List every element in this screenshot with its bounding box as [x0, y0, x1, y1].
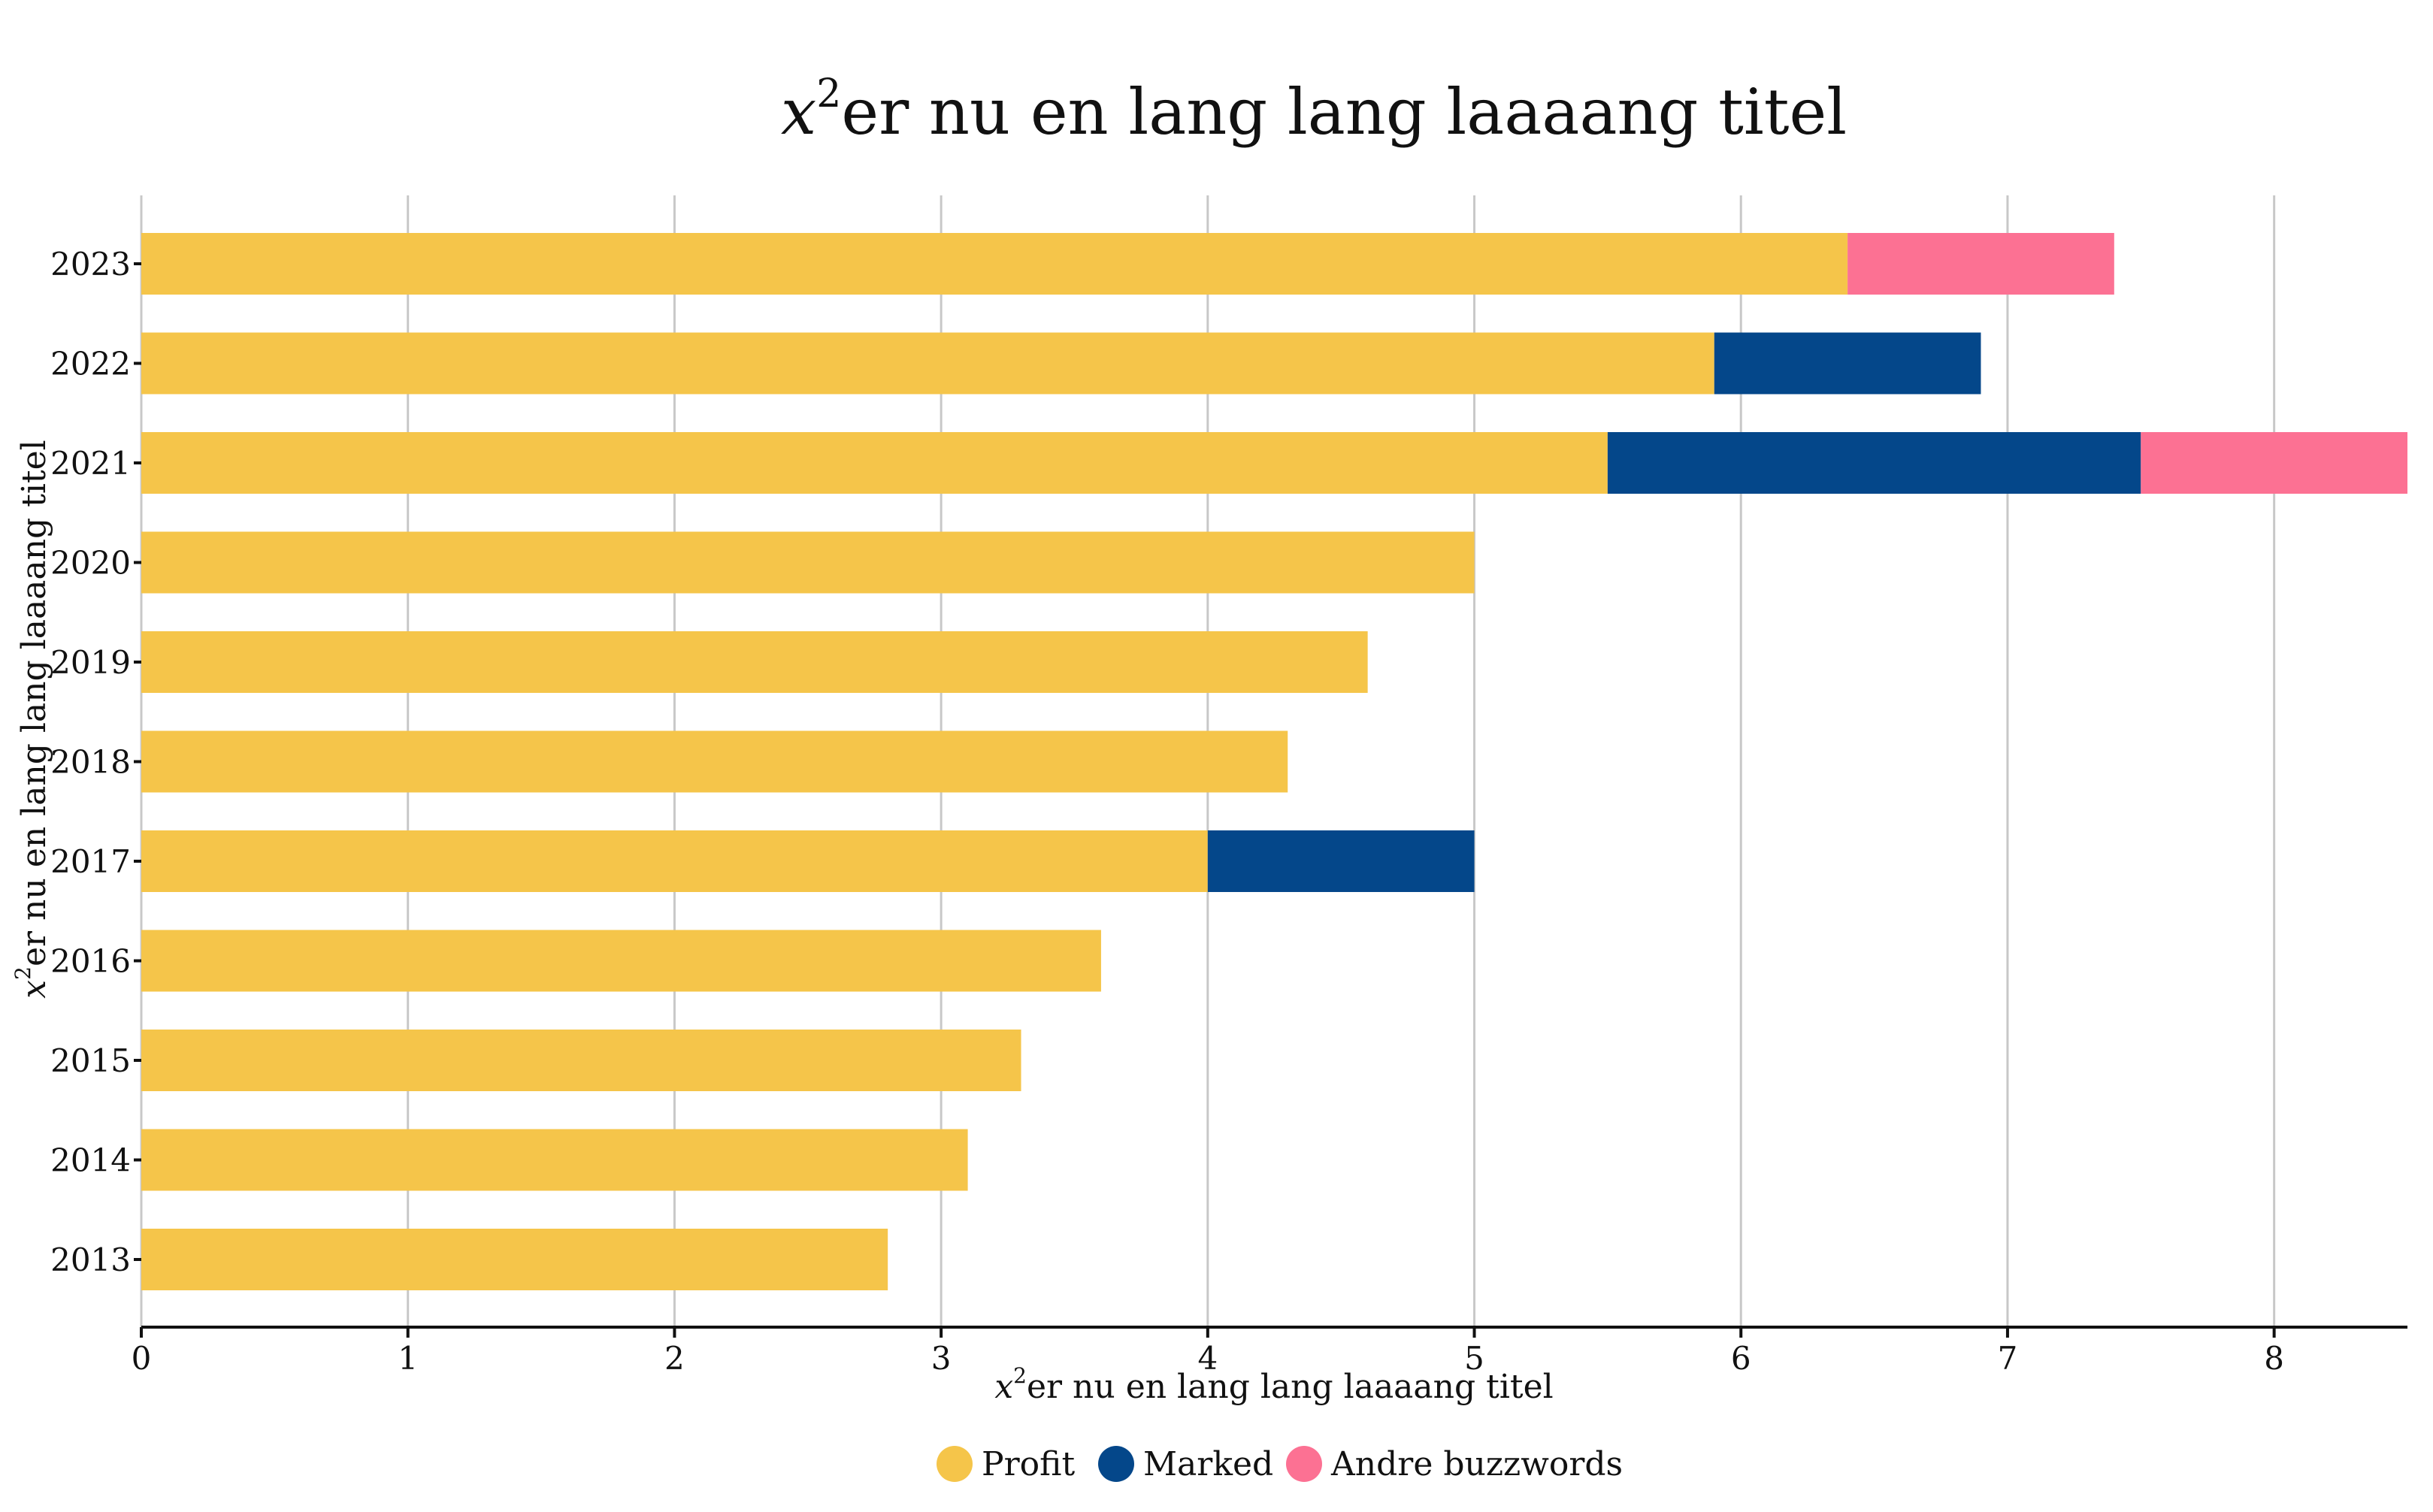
bar-2021-profit: [141, 432, 1608, 494]
y-tick-label-2017: 2017: [50, 843, 131, 880]
bar-2022-profit: [141, 332, 1714, 395]
chart-title-text: er nu en lang lang laaaang titel: [841, 75, 1847, 149]
y-axis-label-superscript: 2: [11, 966, 35, 980]
y-tick-label-2020: 2020: [50, 545, 131, 582]
legend-marker-marked: [1098, 1446, 1134, 1482]
y-tick-label-2019: 2019: [50, 644, 131, 681]
y-tick-label-2022: 2022: [50, 346, 131, 383]
bar-2014-profit: [141, 1129, 968, 1191]
legend-label-profit: Profit: [982, 1445, 1075, 1483]
x-tick-label-0: 0: [132, 1340, 152, 1377]
legend-marker-profit: [937, 1446, 973, 1482]
x-tick-label-8: 8: [2264, 1340, 2284, 1377]
bar-2022-marked: [1714, 332, 1981, 395]
bar-2018-profit: [141, 730, 1288, 793]
chart-title-superscript: 2: [816, 71, 841, 116]
y-axis-label: x2er nu en lang lang laaaang titel: [11, 440, 53, 998]
bar-2016-profit: [141, 930, 1101, 992]
bar-2017-profit: [141, 830, 1208, 892]
y-axis-label-text: er nu en lang lang laaaang titel: [15, 440, 53, 966]
bar-2015-profit: [141, 1030, 1021, 1091]
x-axis-label-superscript: 2: [1013, 1363, 1027, 1388]
bar-2020-profit: [141, 531, 1475, 594]
chart-title-prefix: x: [781, 75, 816, 149]
x-tick-label-2: 2: [664, 1340, 685, 1377]
y-tick-label-2023: 2023: [50, 246, 131, 283]
y-tick-label-2018: 2018: [50, 744, 131, 781]
x-tick-label-4: 4: [1197, 1340, 1218, 1377]
bar-2021-andre-buzzwords: [2141, 432, 2407, 494]
x-axis-label-prefix: x: [994, 1368, 1013, 1406]
y-axis-label-prefix: x: [15, 980, 53, 999]
x-axis-label: x2er nu en lang lang laaaang titel: [994, 1363, 1553, 1406]
x-tick-labels: 0 1 2 3 4 5 6 7 8: [132, 1327, 2284, 1377]
bar-2021-marked: [1607, 432, 2141, 494]
bars: [141, 233, 2407, 1290]
legend-label-marked: Marked: [1143, 1445, 1273, 1483]
x-axis-label-text: er nu en lang lang laaaang titel: [1027, 1368, 1554, 1406]
legend: Profit Marked Andre buzzwords: [937, 1445, 1623, 1483]
y-tick-label-2014: 2014: [50, 1142, 131, 1179]
bar-2019-profit: [141, 631, 1368, 693]
x-tick-label-6: 6: [1731, 1340, 1751, 1377]
y-tick-label-2015: 2015: [50, 1042, 131, 1079]
legend-marker-andre-buzzwords: [1286, 1446, 1322, 1482]
y-tick-labels: 2013 2014 2015 2016 2017 2018 2019 2020 2021 2022…: [50, 246, 141, 1278]
bar-2017-marked: [1207, 830, 1475, 892]
x-tick-label-1: 1: [398, 1340, 418, 1377]
y-tick-label-2013: 2013: [50, 1241, 131, 1278]
y-tick-label-2021: 2021: [50, 445, 131, 482]
bar-2023-andre-buzzwords: [1847, 233, 2114, 295]
legend-label-andre-buzzwords: Andre buzzwords: [1330, 1445, 1623, 1483]
x-tick-label-5: 5: [1464, 1340, 1484, 1377]
y-tick-label-2016: 2016: [50, 943, 131, 980]
x-tick-label-3: 3: [931, 1340, 952, 1377]
x-tick-label-7: 7: [1998, 1340, 2018, 1377]
bar-2023-profit: [141, 233, 1848, 295]
bar-2013-profit: [141, 1229, 888, 1290]
chart-title: x2er nu en lang lang laaaang titel: [781, 71, 1847, 149]
